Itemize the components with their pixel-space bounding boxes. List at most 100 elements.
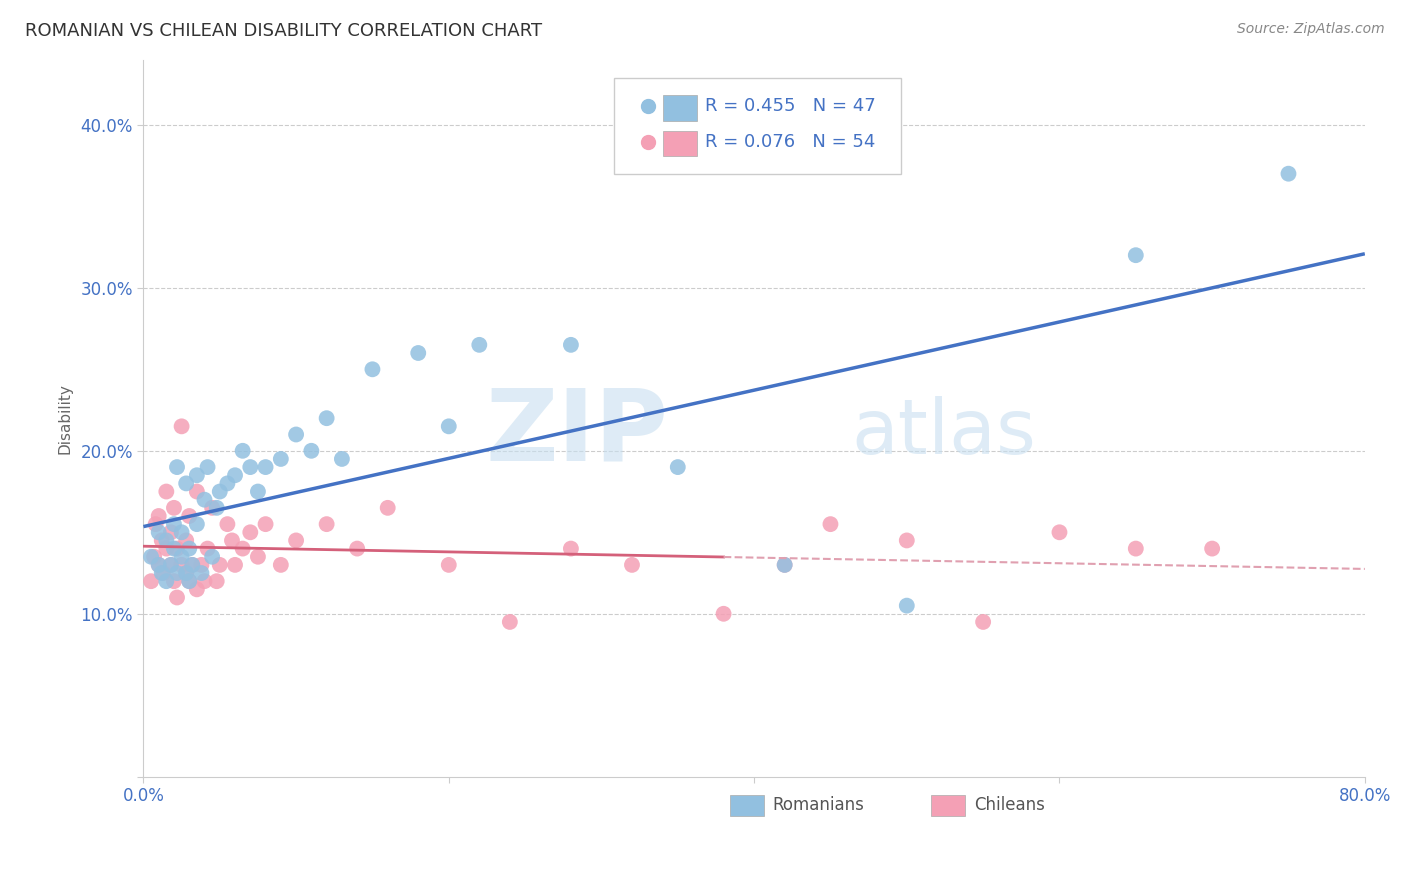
Point bbox=[315, 517, 337, 532]
Point bbox=[170, 419, 193, 434]
Point bbox=[773, 558, 796, 572]
Point bbox=[560, 338, 582, 352]
Point bbox=[620, 558, 643, 572]
Point bbox=[150, 566, 173, 580]
Point bbox=[186, 468, 208, 483]
Point bbox=[193, 492, 215, 507]
Point bbox=[166, 541, 188, 556]
Point bbox=[377, 500, 399, 515]
Point bbox=[270, 452, 292, 467]
Point bbox=[1125, 541, 1147, 556]
Point bbox=[346, 541, 368, 556]
Point bbox=[155, 484, 177, 499]
Point bbox=[285, 533, 308, 548]
Point bbox=[239, 525, 262, 540]
Point bbox=[179, 541, 201, 556]
Point bbox=[163, 541, 186, 556]
Point bbox=[190, 558, 212, 572]
Point bbox=[163, 574, 186, 589]
Point bbox=[1125, 248, 1147, 262]
Point bbox=[713, 607, 735, 621]
Point bbox=[254, 460, 277, 475]
Point bbox=[179, 574, 201, 589]
Point bbox=[217, 476, 239, 491]
Text: ROMANIAN VS CHILEAN DISABILITY CORRELATION CHART: ROMANIAN VS CHILEAN DISABILITY CORRELATI… bbox=[25, 22, 543, 40]
Point bbox=[666, 460, 689, 475]
Point bbox=[181, 558, 204, 572]
Y-axis label: Disability: Disability bbox=[58, 383, 72, 454]
Text: Source: ZipAtlas.com: Source: ZipAtlas.com bbox=[1237, 22, 1385, 37]
Point bbox=[217, 517, 239, 532]
Point bbox=[160, 558, 183, 572]
Point bbox=[166, 591, 188, 605]
Point bbox=[166, 460, 188, 475]
Text: R = 0.076   N = 54: R = 0.076 N = 54 bbox=[706, 133, 876, 151]
Point bbox=[143, 549, 166, 564]
Point bbox=[224, 468, 246, 483]
Point bbox=[208, 484, 231, 499]
Point bbox=[239, 460, 262, 475]
Point bbox=[139, 549, 162, 564]
Point bbox=[197, 541, 219, 556]
Point bbox=[170, 525, 193, 540]
Point bbox=[232, 541, 254, 556]
Point bbox=[315, 411, 337, 425]
Point bbox=[197, 460, 219, 475]
Point bbox=[285, 427, 308, 442]
Point bbox=[224, 558, 246, 572]
Point bbox=[179, 508, 201, 523]
Point bbox=[163, 517, 186, 532]
Point bbox=[270, 558, 292, 572]
Point bbox=[205, 500, 228, 515]
Point bbox=[148, 558, 170, 572]
Point bbox=[246, 549, 269, 564]
Bar bbox=[662, 130, 697, 156]
Point bbox=[186, 484, 208, 499]
Point bbox=[972, 615, 994, 629]
Point bbox=[254, 517, 277, 532]
Point bbox=[560, 541, 582, 556]
Text: ZIP: ZIP bbox=[485, 384, 669, 481]
Point bbox=[181, 558, 204, 572]
Text: R = 0.455   N = 47: R = 0.455 N = 47 bbox=[706, 97, 876, 115]
Point bbox=[148, 508, 170, 523]
Point bbox=[1277, 167, 1299, 181]
Point bbox=[201, 500, 224, 515]
Bar bbox=[662, 95, 697, 120]
Point bbox=[148, 558, 170, 572]
Point bbox=[170, 549, 193, 564]
Text: atlas: atlas bbox=[852, 395, 1036, 469]
Point bbox=[246, 484, 269, 499]
Point bbox=[205, 574, 228, 589]
Point bbox=[174, 476, 197, 491]
Point bbox=[201, 549, 224, 564]
Point bbox=[232, 443, 254, 458]
Bar bbox=[931, 795, 966, 816]
Point bbox=[820, 517, 842, 532]
Point bbox=[299, 443, 322, 458]
Point bbox=[208, 558, 231, 572]
Point bbox=[139, 574, 162, 589]
Point bbox=[179, 574, 201, 589]
Point bbox=[193, 574, 215, 589]
Point bbox=[437, 558, 460, 572]
Point bbox=[174, 566, 197, 580]
Point bbox=[1049, 525, 1071, 540]
Point bbox=[155, 533, 177, 548]
Point bbox=[437, 419, 460, 434]
Point bbox=[896, 599, 918, 613]
Point bbox=[170, 558, 193, 572]
Point bbox=[499, 615, 522, 629]
Point bbox=[186, 517, 208, 532]
Point bbox=[468, 338, 491, 352]
Point bbox=[896, 533, 918, 548]
FancyBboxPatch shape bbox=[613, 78, 901, 174]
Point bbox=[145, 517, 167, 532]
Point bbox=[174, 566, 197, 580]
Point bbox=[190, 566, 212, 580]
Point bbox=[773, 558, 796, 572]
Point bbox=[330, 452, 353, 467]
Bar bbox=[730, 795, 763, 816]
Point bbox=[150, 533, 173, 548]
Point bbox=[160, 558, 183, 572]
